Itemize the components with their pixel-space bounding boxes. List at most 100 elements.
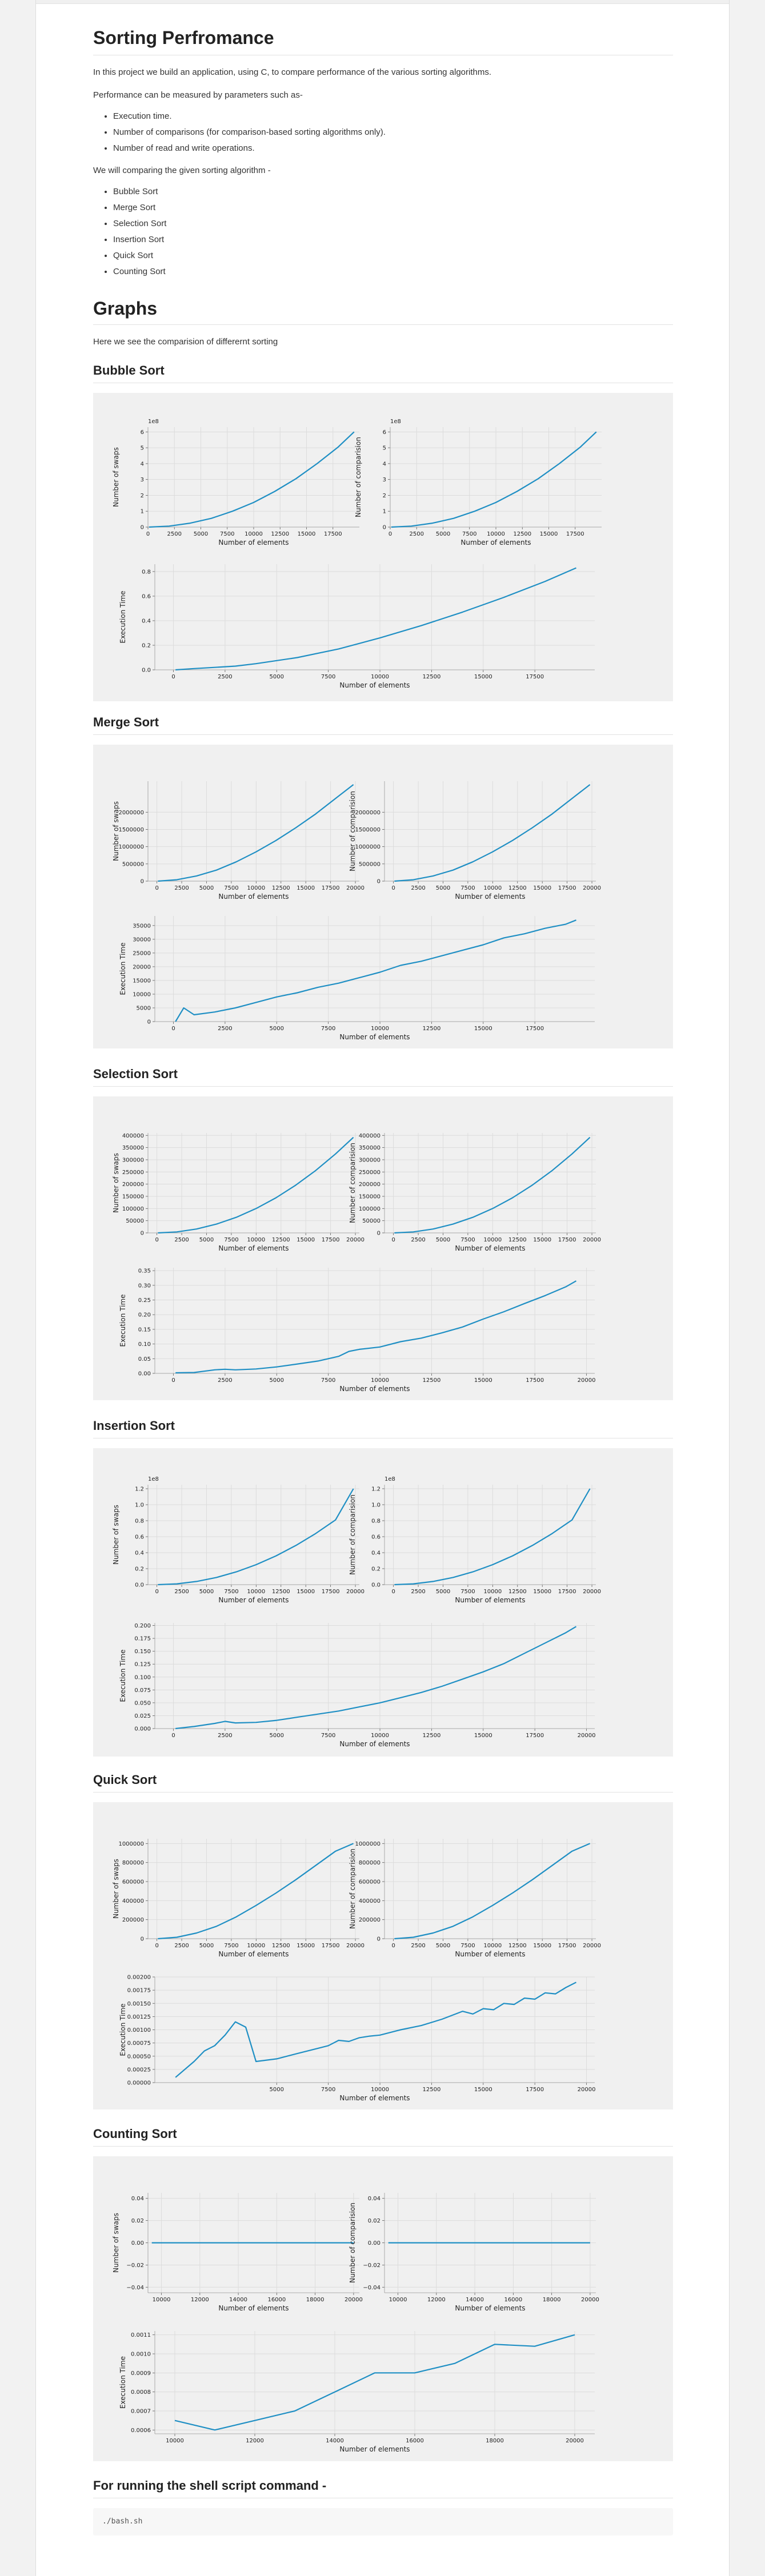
x-tick-label: 10000 — [371, 1377, 389, 1384]
y-tick-label: 0.00075 — [127, 2040, 151, 2047]
x-tick-label: 12000 — [191, 2297, 209, 2303]
series-line — [394, 1136, 591, 1234]
y-tick-label: 400000 — [359, 1133, 381, 1139]
list-item: Insertion Sort — [113, 232, 166, 248]
x-tick-label: 7500 — [224, 1589, 238, 1595]
intro-text: In this project we build an application,… — [93, 67, 492, 77]
x-tick-label: 0 — [171, 1026, 175, 1032]
x-axis-label: Number of elements — [455, 893, 525, 901]
shell-command[interactable]: ./bash.sh — [102, 2517, 143, 2526]
x-tick-label: 2500 — [174, 1943, 189, 1949]
bubble-sort-figure: 0 2500 5000 7500 10000 12500 15000 17500 0 1 2 3 4 5 6… — [93, 393, 673, 701]
y-axis-label: Number of comparision — [349, 2203, 357, 2283]
y-tick-label: 100000 — [122, 1206, 144, 1212]
x-tick-label: 7500 — [460, 1237, 475, 1243]
y-tick-label: 0.00 — [368, 2240, 381, 2247]
y-tick-label: 30000 — [133, 937, 151, 943]
chart-8: 0 2500 5000 7500 10000 12500 15000 17500 20000 0.… — [119, 1268, 595, 1393]
y-tick-label: 1000000 — [118, 1841, 144, 1847]
comparing-text: We will comparing the given sorting algo… — [93, 166, 271, 175]
chart-4: 0 2500 5000 7500 10000 12500 15000 17500 20000 0 5… — [349, 781, 601, 901]
y-tick-label: 3 — [141, 477, 144, 483]
chart-5: 0 2500 5000 7500 10000 12500 15000 17500 0 5000 10… — [119, 916, 595, 1041]
y-tick-label: 0.6 — [135, 1534, 144, 1541]
y-tick-label: 0.8 — [142, 569, 151, 575]
y-tick-label: 0 — [377, 879, 381, 885]
x-tick-label: 0 — [155, 1589, 158, 1595]
x-tick-label: 2500 — [411, 1237, 425, 1243]
list-item: Counting Sort — [113, 264, 166, 280]
x-tick-label: 14000 — [229, 2297, 247, 2303]
list-item: Merge Sort — [113, 200, 166, 216]
section-divider — [93, 734, 673, 735]
y-tick-label: 0.8 — [135, 1518, 144, 1525]
x-tick-label: 10000 — [487, 531, 505, 537]
y-axis-label: Number of swaps — [112, 1859, 120, 1919]
x-tick-label: 5000 — [436, 1237, 450, 1243]
x-tick-label: 20000 — [346, 1943, 365, 1949]
chart-15: 10000 12000 14000 16000 18000 20000 −0.04 −0.02… — [112, 2193, 363, 2312]
x-tick-label: 2500 — [174, 1589, 189, 1595]
y-tick-label: 5000 — [137, 1005, 151, 1011]
y-tick-label: 0.0 — [371, 1582, 381, 1589]
x-tick-label: 5000 — [194, 531, 208, 537]
chart-9: 0 2500 5000 7500 10000 12500 15000 17500 20000 0.… — [112, 1476, 365, 1604]
series-line — [175, 919, 576, 1022]
x-tick-label: 5000 — [199, 1237, 214, 1243]
y-axis-label: Execution Time — [119, 1649, 127, 1702]
x-tick-label: 17500 — [566, 531, 584, 537]
x-tick-label: 20000 — [346, 1237, 365, 1243]
x-tick-label: 10000 — [245, 531, 263, 537]
y-tick-label: 250000 — [122, 1170, 144, 1176]
y-tick-label: 800000 — [122, 1860, 144, 1866]
chart-1: 0 2500 5000 7500 10000 12500 15000 17500 0 1 2 3 4 5 6… — [354, 419, 602, 546]
section-heading-selection-sort: Selection Sort — [93, 1067, 178, 1081]
axis-offset-label: 1e8 — [148, 419, 159, 425]
chart-2: 0 2500 5000 7500 10000 12500 15000 17500 0.0 0.2 0… — [119, 564, 595, 689]
x-tick-label: 15000 — [474, 1377, 492, 1384]
x-axis-label: Number of elements — [455, 1596, 525, 1604]
chart-11: 0 2500 5000 7500 10000 12500 15000 17500 20000 0.… — [119, 1623, 595, 1748]
x-tick-label: 5000 — [270, 1377, 284, 1384]
x-tick-label: 16000 — [406, 2438, 424, 2444]
x-tick-label: 12500 — [423, 674, 441, 680]
x-tick-label: 20000 — [566, 2438, 584, 2444]
x-tick-label: 2500 — [218, 1377, 232, 1384]
y-tick-label: 3 — [383, 477, 386, 483]
insertion-sort-figure: 0 2500 5000 7500 10000 12500 15000 17500 20000 0.… — [93, 1448, 673, 1757]
y-axis-label: Execution Time — [119, 1294, 127, 1347]
y-tick-label: 200000 — [122, 1917, 144, 1923]
x-tick-label: 0 — [171, 1377, 175, 1384]
x-tick-label: 12500 — [423, 1026, 441, 1032]
x-tick-label: 20000 — [583, 885, 601, 891]
chart-17: 10000 12000 14000 16000 18000 20000 0.0006 0.00… — [119, 2331, 595, 2453]
y-tick-label: 1500000 — [118, 827, 144, 833]
x-tick-label: 2500 — [411, 885, 425, 891]
y-tick-label: 0.8 — [371, 1518, 381, 1525]
y-tick-label: 0.4 — [371, 1550, 381, 1557]
y-tick-label: 0.6 — [371, 1534, 381, 1541]
x-tick-label: 0 — [155, 1237, 158, 1243]
series-line — [394, 784, 591, 882]
y-axis-label: Execution Time — [119, 2003, 127, 2056]
x-axis-label: Number of elements — [339, 1385, 410, 1393]
section-divider — [93, 1086, 673, 1087]
x-tick-label: 15000 — [297, 1237, 315, 1243]
x-tick-label: 17500 — [322, 1237, 340, 1243]
y-tick-label: 600000 — [122, 1879, 144, 1886]
y-tick-label: 1000000 — [355, 844, 381, 850]
x-tick-label: 17500 — [558, 1943, 576, 1949]
x-tick-label: 20000 — [581, 2297, 599, 2303]
chart-13: 0 2500 5000 7500 10000 12500 15000 17500 2000002… — [349, 1839, 601, 1958]
x-tick-label: 2500 — [218, 1733, 232, 1739]
x-tick-label: 12000 — [427, 2297, 446, 2303]
merge-sort-figure: 0 2500 5000 7500 10000 12500 15000 17500 20000 0 5… — [93, 745, 673, 1048]
shell-command-block[interactable]: ./bash.sh — [93, 2508, 673, 2535]
x-tick-label: 0 — [391, 1237, 395, 1243]
y-tick-label: 0.15 — [138, 1327, 151, 1333]
y-tick-label: 0.0 — [135, 1582, 144, 1589]
selection-sort-figure: 0 2500 5000 7500 10000 12500 15000 17500 20000 0 5… — [93, 1096, 673, 1400]
y-tick-label: 0.00050 — [127, 2053, 151, 2060]
y-tick-label: 250000 — [359, 1170, 381, 1176]
x-tick-label: 7500 — [460, 885, 475, 891]
